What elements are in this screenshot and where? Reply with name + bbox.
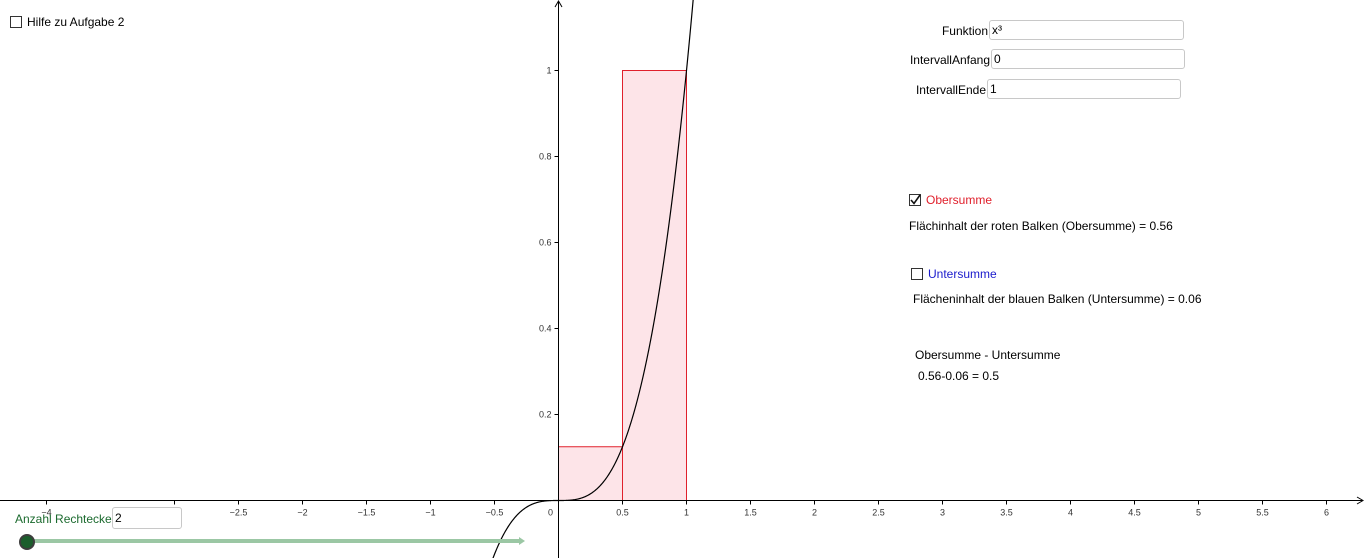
difference-title: Obersumme - Untersumme <box>915 348 1061 362</box>
slider-handle[interactable] <box>19 534 35 550</box>
untersumme-checkbox[interactable] <box>911 268 923 280</box>
help-checkbox[interactable] <box>10 16 22 28</box>
slider-track[interactable] <box>26 539 520 543</box>
x-tick-label: 4.5 <box>1128 508 1141 518</box>
x-tick-label: −2.5 <box>230 508 248 518</box>
x-tick-label: −1.5 <box>358 508 376 518</box>
x-tick-label: 0.5 <box>616 508 629 518</box>
untersumme-label: Untersumme <box>928 267 997 281</box>
funktion-input[interactable]: x³ <box>989 20 1184 40</box>
obersumme-checkbox[interactable] <box>909 194 921 206</box>
funktion-label: Funktion <box>941 24 988 38</box>
slider-label: Anzahl Rechtecke <box>15 512 112 526</box>
y-tick-label: 0.6 <box>539 238 552 248</box>
x-axis-ticks: −4−3−2.5−2−1.5−1−0.500.511.522.533.544.5… <box>41 500 1329 518</box>
checkmark-icon <box>910 194 921 205</box>
x-tick-label: 6 <box>1324 508 1329 518</box>
y-axis-ticks: 0.2 0.4 0.6 0.8 1 <box>539 66 559 420</box>
y-tick-label: 1 <box>546 66 551 76</box>
x-tick-label: 3.5 <box>1000 508 1013 518</box>
x-tick-label: 1.5 <box>744 508 757 518</box>
x-tick-label: −1 <box>425 508 435 518</box>
slider-end-arrow-icon <box>519 537 525 545</box>
upper-sum-rectangles <box>558 70 687 501</box>
help-checkbox-label: Hilfe zu Aufgabe 2 <box>27 15 125 29</box>
slider-value-input[interactable]: 2 <box>112 507 182 529</box>
y-tick-label: 0.8 <box>539 152 552 162</box>
y-tick-label: 0.4 <box>539 324 552 334</box>
x-tick-label: 4 <box>1068 508 1073 518</box>
x-tick-label: −4 <box>41 508 51 518</box>
x-tick-label: 5 <box>1196 508 1201 518</box>
x-tick-label: −0.5 <box>486 508 504 518</box>
x-tick-label: 1 <box>684 508 689 518</box>
x-tick-label: 3 <box>940 508 945 518</box>
function-curve <box>492 0 694 558</box>
difference-value: 0.56-0.06 = 0.5 <box>918 369 1000 383</box>
x-tick-label: 2.5 <box>872 508 885 518</box>
obersumme-label: Obersumme <box>926 193 993 207</box>
upper-rectangle-1 <box>558 446 623 501</box>
x-tick-label: −2 <box>297 508 307 518</box>
y-tick-label: 0.2 <box>539 410 552 420</box>
x-tick-label: 5.5 <box>1256 508 1269 518</box>
untersumme-area-text: Flächeninhalt der blauen Balken (Untersu… <box>913 292 1202 306</box>
intervall-anfang-input[interactable]: 0 <box>991 49 1185 69</box>
intervall-anfang-label: IntervallAnfang <box>909 53 990 67</box>
obersumme-area-text: Flächinhalt der roten Balken (Obersumme)… <box>909 219 1173 233</box>
intervall-ende-input[interactable]: 1 <box>987 79 1181 99</box>
upper-rectangle-2 <box>622 70 687 501</box>
intervall-ende-label: IntervallEnde <box>915 83 986 97</box>
x-tick-label: 0 <box>548 508 553 518</box>
x-tick-label: 2 <box>812 508 817 518</box>
